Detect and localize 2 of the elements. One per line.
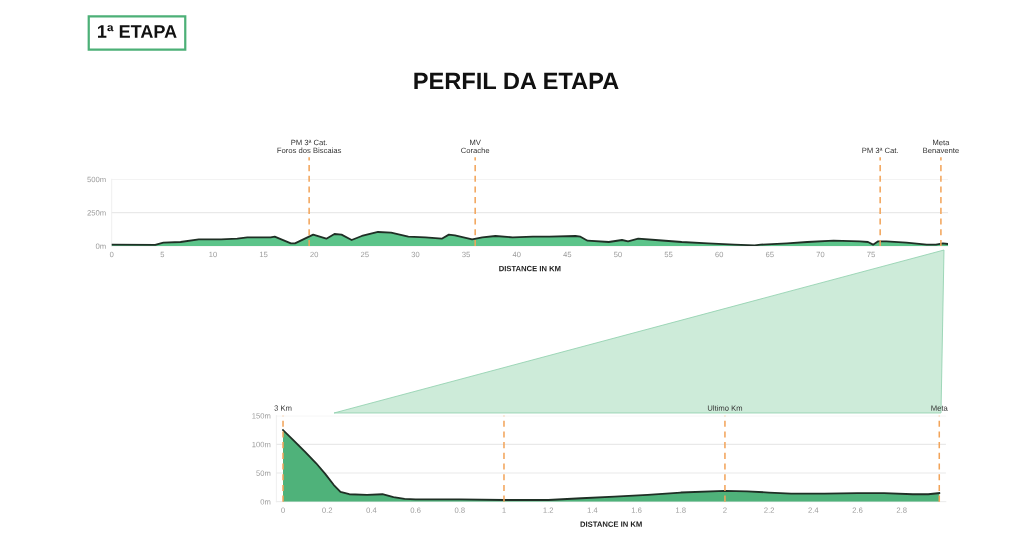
chart-title: PERFIL DA ETAPA bbox=[414, 72, 619, 90]
text: 1ª ETAPA bbox=[98, 25, 177, 38]
